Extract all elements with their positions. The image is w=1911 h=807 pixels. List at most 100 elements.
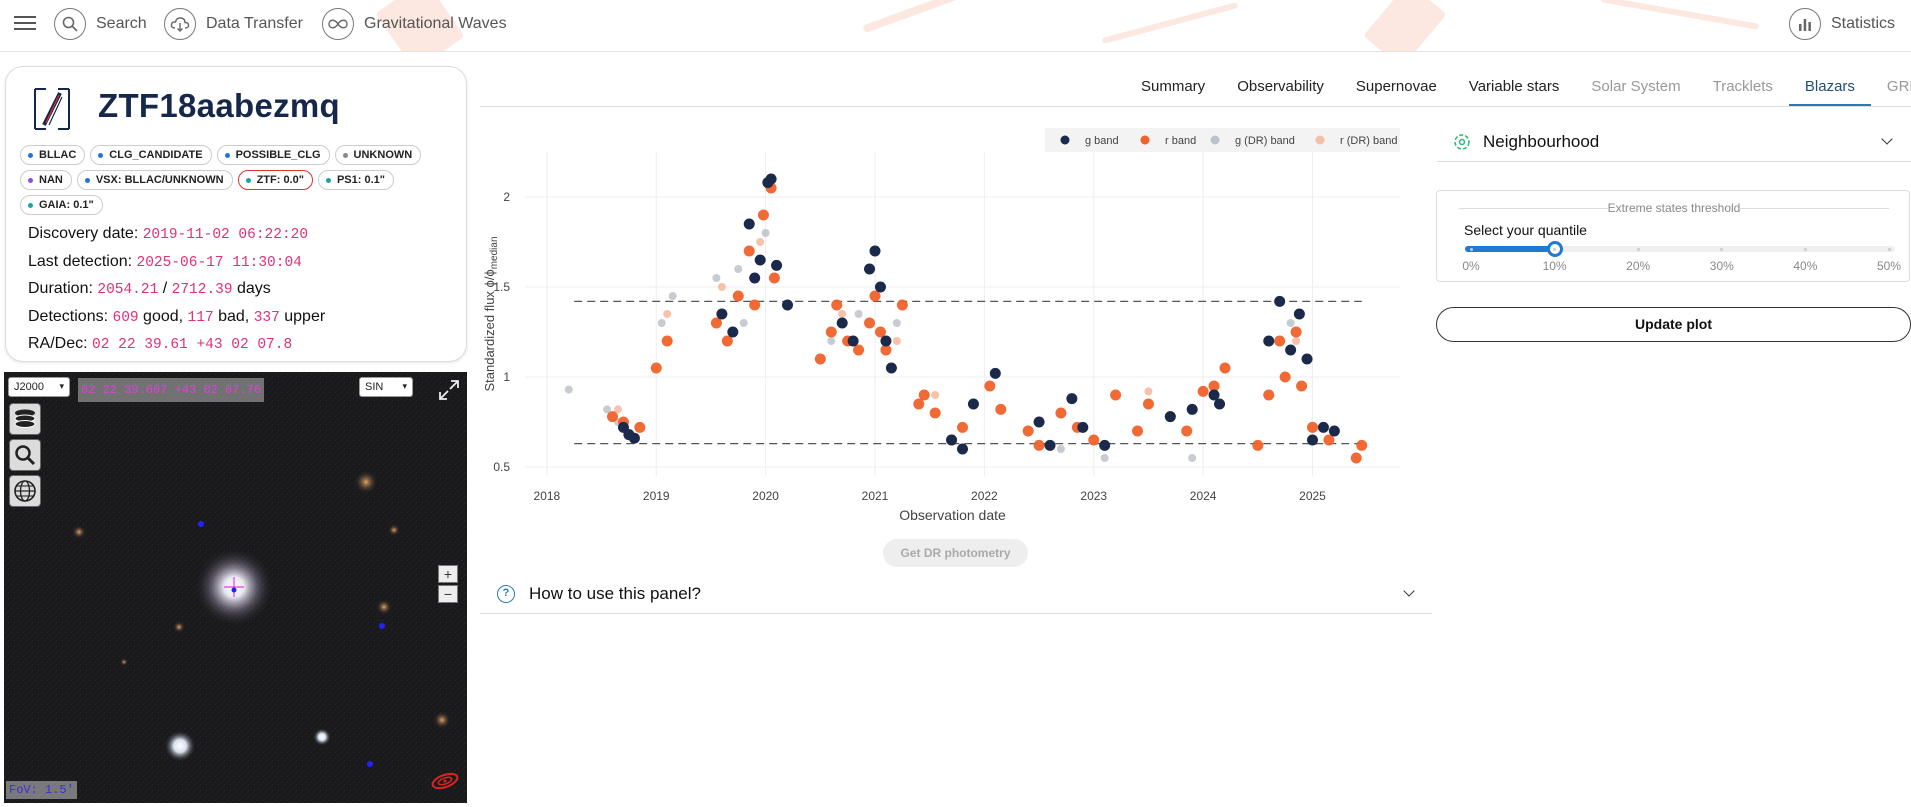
legend-marker	[1060, 135, 1070, 145]
nav-statistics-label: Statistics	[1831, 15, 1896, 32]
tag-badge[interactable]: NAN	[20, 170, 72, 190]
layers-icon[interactable]	[9, 403, 41, 435]
fink-logo	[32, 85, 72, 133]
tag-badge[interactable]: BLLAC	[20, 145, 86, 165]
projection-select[interactable]: SIN ▾	[359, 377, 413, 397]
tag-badge[interactable]: CLG_CANDIDATE	[90, 145, 212, 165]
legend-marker	[1140, 135, 1150, 145]
chevron-down-icon	[1881, 133, 1893, 145]
legend-label: r band	[1165, 135, 1196, 147]
nav-statistics[interactable]: Statistics	[1789, 8, 1895, 40]
data-point-r-band	[721, 335, 733, 347]
menu-button[interactable]	[14, 13, 36, 33]
tag-badge[interactable]: PS1: 0.1"	[317, 170, 394, 190]
nav-data-transfer[interactable]: Data Transfer	[164, 8, 303, 40]
update-plot-button[interactable]: Update plot	[1436, 307, 1911, 342]
target-icon	[1453, 133, 1471, 151]
data-point-g-band	[716, 308, 728, 320]
data-point-g-dr-band	[1056, 445, 1065, 453]
tag-badge[interactable]: GAIA: 0.1"	[20, 195, 103, 215]
data-point-g-dr-band	[739, 319, 748, 327]
tag-badge[interactable]: ZTF: 0.0"	[237, 170, 313, 190]
extreme-states-legend: Extreme states threshold	[1437, 201, 1911, 215]
data-point-g-band	[1186, 403, 1198, 415]
data-point-g-band	[885, 362, 897, 374]
data-point-r-band	[1274, 335, 1286, 347]
tag-badge[interactable]: UNKNOWN	[334, 145, 422, 165]
legend-marker	[1210, 135, 1220, 145]
data-point-g-band	[754, 254, 766, 266]
x-axis-label: Observation date	[899, 507, 1006, 523]
badge-dot	[342, 152, 348, 158]
data-point-g-band	[874, 281, 886, 293]
search-icon[interactable]	[9, 439, 41, 471]
data-point-g-band	[836, 317, 848, 329]
legend-label: g band	[1085, 135, 1119, 147]
y-tick-label: 1.5	[493, 280, 510, 294]
data-point-g-dr-band	[1286, 319, 1295, 327]
data-point-g-band	[847, 335, 859, 347]
frame-select[interactable]: J2000 ▾	[8, 377, 70, 397]
x-tick-label: 2021	[862, 489, 889, 503]
data-point-r-band	[995, 403, 1007, 415]
data-point-r-band	[1088, 434, 1100, 446]
get-dr-photometry-button[interactable]: Get DR photometry	[883, 539, 1028, 567]
zoom-in-button[interactable]: +	[438, 565, 458, 583]
lightcurve-chart[interactable]: 2018 2019 2020 2021 2022 2023 2024 2025 0.5 1 1.5 2…	[480, 124, 1405, 524]
nav-search[interactable]: Search	[54, 8, 147, 40]
slider-tick-label: 50%	[1876, 259, 1902, 273]
tag-badge[interactable]: VSX: BLLAC/UNKNOWN	[76, 170, 233, 190]
how-to-use-accordion[interactable]: ? How to use this panel?	[480, 574, 1432, 614]
tab-supernovae[interactable]: Supernovae	[1355, 78, 1437, 95]
tab-solar-system[interactable]: Solar System	[1591, 78, 1681, 95]
radec-label: RA/Dec:	[28, 335, 88, 352]
data-point-g-dr-band	[1188, 454, 1197, 462]
tag-badge[interactable]: POSSIBLE_CLG	[216, 145, 330, 165]
data-point-r-dr-band	[892, 337, 901, 345]
badge-dot	[28, 202, 33, 208]
badge-label: PS1: 0.1"	[336, 174, 385, 186]
slider-tick-label: 30%	[1709, 259, 1734, 273]
data-point-g-dr-band	[564, 385, 573, 394]
extreme-states-panel: Extreme states threshold Select your qua…	[1436, 190, 1910, 282]
slider-mark	[1887, 248, 1891, 251]
projection-value: SIN	[365, 381, 384, 393]
neighbourhood-accordion[interactable]: Neighbourhood	[1437, 122, 1911, 162]
nav-gravitational-waves[interactable]: Gravitational Waves	[322, 8, 507, 40]
object-info: Discovery date: 2019-11-02 06:22:20 Last…	[28, 221, 325, 359]
chevron-down-icon	[1403, 585, 1415, 597]
data-point-g-band	[1301, 353, 1313, 365]
quantile-slider-fill	[1465, 246, 1555, 252]
data-point-g-dr-band	[827, 337, 836, 345]
data-point-r-band	[1142, 398, 1154, 410]
object-card: ZTF18aabezmq BLLAC CLG_CANDIDATE POSSIBLE_…	[5, 66, 467, 362]
x-tick-label: 2024	[1190, 489, 1217, 503]
data-point-r-dr-band	[838, 310, 847, 318]
zoom-out-button[interactable]: −	[438, 585, 458, 603]
data-point-r-band	[1323, 434, 1335, 446]
tab-variable-stars[interactable]: Variable stars	[1468, 78, 1560, 95]
tab-tracklets[interactable]: Tracklets	[1712, 78, 1773, 95]
data-point-g-band	[782, 299, 793, 311]
data-point-r-band	[1290, 326, 1302, 338]
tab-blazars[interactable]: Blazars	[1788, 70, 1871, 106]
frame-value: J2000	[14, 381, 44, 393]
data-point-r-dr-band	[756, 238, 765, 246]
sky-viewer[interactable]: J2000 ▾ 02 22 39.607 +43 02 07.76 SIN ▾ …	[4, 372, 467, 803]
quantile-slider[interactable]	[1465, 241, 1895, 257]
data-point-r-band	[918, 389, 930, 401]
data-point-r-band	[757, 209, 769, 221]
tab-observability[interactable]: Observability	[1237, 78, 1324, 95]
tab-grb[interactable]: GRB	[1886, 78, 1911, 95]
y-axis-label: Standardized flux ϕ/ϕmedian	[482, 236, 500, 391]
data-point-g-band	[1164, 411, 1176, 423]
slider-mark	[1803, 248, 1807, 251]
data-point-g-band	[1066, 393, 1078, 405]
data-point-r-band	[1197, 385, 1209, 397]
data-point-g-band	[628, 432, 640, 444]
fullscreen-icon[interactable]	[437, 378, 461, 402]
tab-summary[interactable]: Summary	[1141, 78, 1206, 95]
globe-icon[interactable]	[9, 475, 41, 507]
data-point-g-dr-band	[668, 292, 677, 300]
data-point-r-band	[650, 362, 662, 374]
